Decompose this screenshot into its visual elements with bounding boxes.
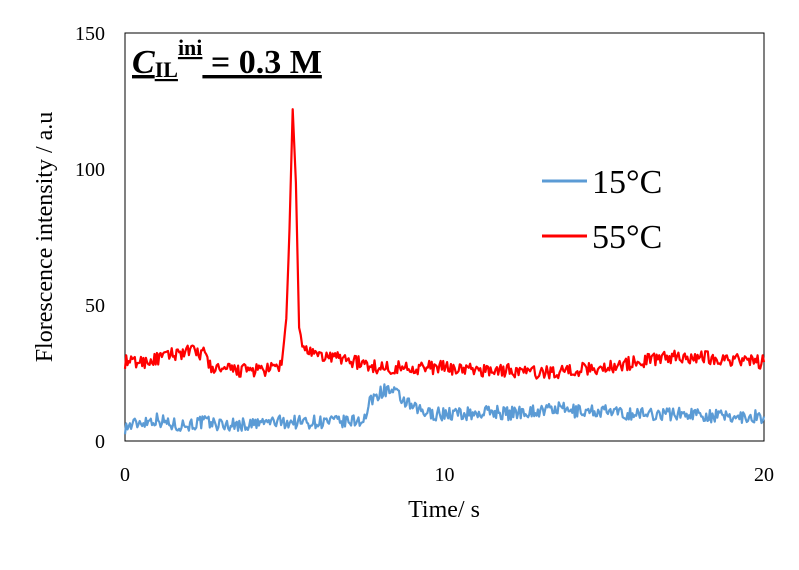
legend-label-15c: 15°C bbox=[592, 164, 662, 201]
legend-label-55c: 55°C bbox=[592, 219, 662, 256]
x-axis-title: Time/ s bbox=[408, 497, 480, 523]
series-line bbox=[123, 383, 766, 435]
ticks-layer: 0 50 100 150 0 10 20 bbox=[75, 23, 774, 486]
y-tick-label: 0 bbox=[95, 431, 105, 453]
y-tick-label: 100 bbox=[75, 159, 105, 181]
series-line bbox=[123, 108, 766, 380]
annotation-ini: ini bbox=[178, 35, 202, 60]
x-tick-label: 0 bbox=[120, 464, 130, 486]
y-tick-label: 150 bbox=[75, 23, 105, 45]
annotation-value: = 0.3 M bbox=[202, 44, 321, 81]
annotation-il: IL bbox=[155, 57, 178, 82]
concentration-annotation: CILini = 0.3 M bbox=[132, 35, 322, 82]
x-tick-label: 20 bbox=[754, 464, 774, 486]
y-tick-label: 50 bbox=[85, 295, 105, 317]
plot-area-frame bbox=[124, 32, 765, 442]
y-axis-title: Florescence intensity / a.u bbox=[32, 112, 58, 363]
annotation-c: C bbox=[132, 44, 155, 81]
x-tick-label: 10 bbox=[435, 464, 455, 486]
series-layer bbox=[123, 108, 766, 435]
legend: 15°C 55°C bbox=[542, 164, 662, 256]
